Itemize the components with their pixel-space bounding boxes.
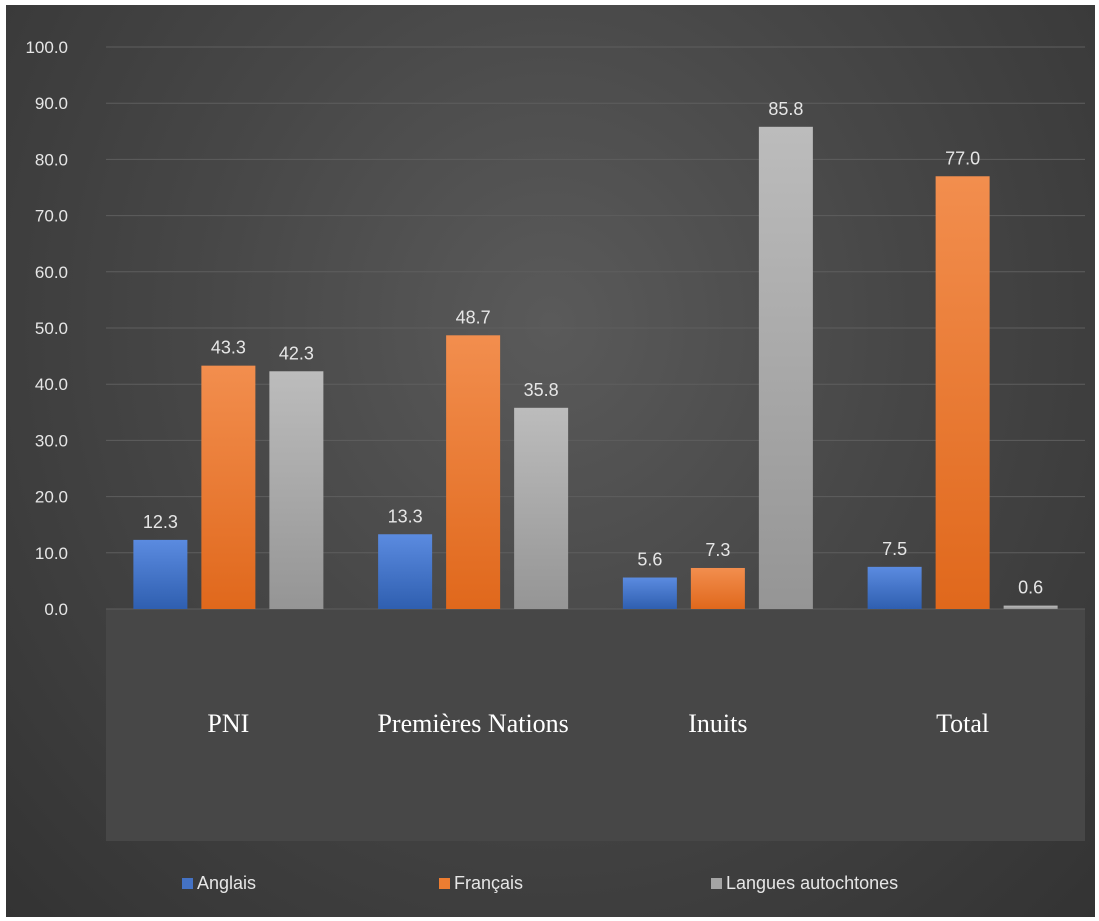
y-tick-label: 20.0 bbox=[35, 488, 68, 507]
y-tick-label: 30.0 bbox=[35, 431, 68, 450]
legend: Anglais Français Langues autochtones bbox=[182, 873, 898, 893]
y-tick-label: 60.0 bbox=[35, 263, 68, 282]
legend-label: Français bbox=[454, 873, 523, 893]
bar bbox=[514, 407, 569, 609]
bar bbox=[446, 335, 501, 609]
data-label: 7.5 bbox=[882, 539, 907, 559]
category-label: Premières Nations bbox=[377, 709, 568, 738]
data-label: 77.0 bbox=[945, 148, 980, 168]
bar bbox=[269, 371, 324, 609]
data-label: 5.6 bbox=[637, 550, 662, 570]
data-label: 35.8 bbox=[524, 380, 559, 400]
y-tick-label: 0.0 bbox=[44, 600, 68, 619]
bar bbox=[622, 577, 677, 609]
bar-chart: 0.0 10.0 20.0 30.0 40.0 50.0 60.0 70.0 80.0 90.0 1… bbox=[25, 38, 1085, 893]
y-tick-label: 90.0 bbox=[35, 94, 68, 113]
data-label: 7.3 bbox=[705, 540, 730, 560]
data-label: 42.3 bbox=[279, 343, 314, 363]
bar bbox=[690, 567, 745, 609]
bars bbox=[133, 126, 1058, 609]
y-axis-ticks: 0.0 10.0 20.0 30.0 40.0 50.0 60.0 70.0 80.0 90.0 1… bbox=[25, 38, 68, 619]
chart-area: 0.0 10.0 20.0 30.0 40.0 50.0 60.0 70.0 80.0 90.0 1… bbox=[6, 5, 1095, 917]
gridlines bbox=[106, 46, 1085, 610]
data-label: 0.6 bbox=[1018, 578, 1043, 598]
bar bbox=[758, 126, 813, 609]
data-label: 12.3 bbox=[143, 512, 178, 532]
bar bbox=[935, 176, 990, 609]
data-labels: 12.3 43.3 42.3 13.3 48.7 35.8 5.6 7.3 85.8 7.5 77.… bbox=[143, 99, 1043, 598]
bar bbox=[133, 539, 188, 609]
legend-swatch bbox=[711, 878, 722, 889]
legend-label: Anglais bbox=[197, 873, 256, 893]
legend-swatch bbox=[439, 878, 450, 889]
legend-label: Langues autochtones bbox=[726, 873, 898, 893]
bar bbox=[201, 365, 256, 609]
bar bbox=[1003, 605, 1058, 609]
y-tick-label: 50.0 bbox=[35, 319, 68, 338]
y-tick-label: 10.0 bbox=[35, 544, 68, 563]
category-label: Inuits bbox=[688, 709, 747, 738]
category-axis-panel bbox=[106, 609, 1085, 841]
data-label: 85.8 bbox=[768, 99, 803, 119]
data-label: 13.3 bbox=[388, 506, 423, 526]
data-label: 43.3 bbox=[211, 338, 246, 358]
category-label: PNI bbox=[207, 709, 249, 738]
bar bbox=[378, 534, 433, 609]
category-label: Total bbox=[936, 709, 989, 738]
category-labels: PNI Premières Nations Inuits Total bbox=[207, 709, 989, 738]
y-tick-label: 40.0 bbox=[35, 375, 68, 394]
data-label: 48.7 bbox=[456, 307, 491, 327]
y-tick-label: 100.0 bbox=[25, 38, 68, 57]
y-tick-label: 70.0 bbox=[35, 207, 68, 226]
y-tick-label: 80.0 bbox=[35, 150, 68, 169]
bar bbox=[867, 566, 922, 609]
legend-swatch bbox=[182, 878, 193, 889]
